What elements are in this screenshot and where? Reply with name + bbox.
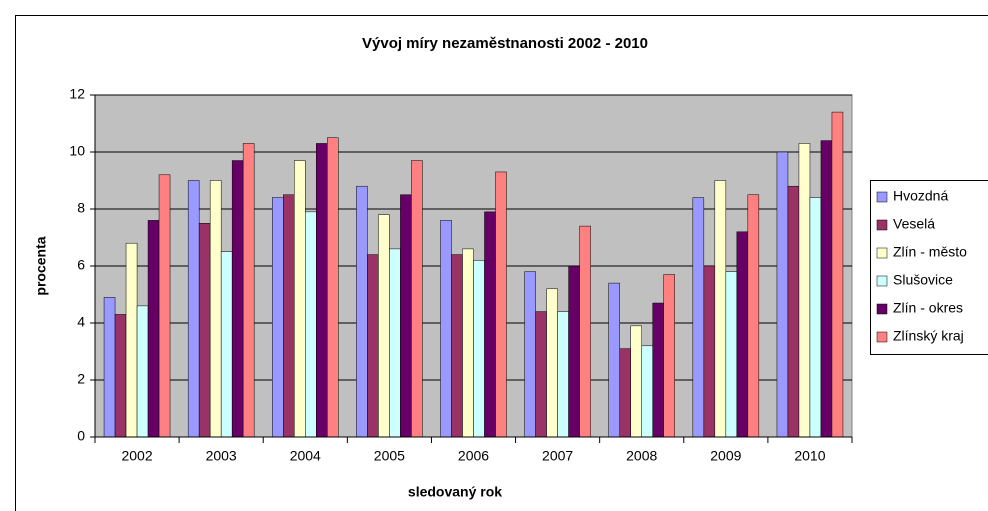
bar	[619, 348, 631, 438]
bar	[125, 242, 138, 438]
x-tick-label: 2002	[121, 448, 152, 464]
bar	[440, 220, 452, 438]
y-tick-label: 6	[77, 257, 85, 273]
bar	[809, 197, 822, 438]
legend-label: Slušovice	[893, 272, 953, 288]
bar	[367, 254, 379, 438]
legend-swatch	[876, 275, 888, 287]
bar	[484, 211, 496, 438]
legend-box	[870, 180, 988, 355]
bar	[198, 223, 211, 438]
bar	[630, 325, 642, 438]
x-tick-label: 2004	[290, 448, 321, 464]
bar	[305, 211, 317, 438]
x-tick-label: 2005	[374, 448, 405, 464]
bar	[103, 297, 116, 438]
x-tick-label: 2009	[710, 448, 741, 464]
bar	[579, 225, 591, 438]
bar	[220, 251, 233, 438]
bar	[608, 282, 620, 438]
bar	[495, 171, 507, 438]
y-tick-label: 2	[77, 371, 85, 387]
bar	[187, 180, 200, 438]
bar	[327, 137, 339, 438]
y-tick-label: 8	[77, 200, 85, 216]
legend-label: Zlínský kraj	[893, 328, 964, 344]
x-tick-label: 2008	[626, 448, 657, 464]
bar	[294, 160, 306, 438]
bar	[473, 260, 485, 438]
bar	[462, 248, 474, 438]
bar	[136, 305, 149, 438]
bar	[703, 265, 716, 438]
bar	[147, 220, 160, 438]
legend-label: Zlín - okres	[893, 300, 963, 316]
legend-label: Veselá	[893, 216, 935, 232]
legend-swatch	[876, 247, 888, 259]
legend-label: Hvozdná	[893, 188, 948, 204]
legend-swatch	[876, 191, 888, 203]
bar	[776, 151, 789, 438]
x-tick-label: 2010	[794, 448, 825, 464]
bar	[400, 194, 412, 438]
legend-label: Zlín - město	[893, 244, 967, 260]
bar	[641, 345, 653, 438]
bar	[831, 111, 844, 438]
x-tick-label: 2007	[542, 448, 573, 464]
bar	[316, 143, 328, 438]
bar	[209, 180, 222, 438]
bar	[535, 311, 547, 438]
bar	[787, 185, 800, 438]
y-tick-label: 12	[69, 86, 85, 102]
bar	[663, 274, 675, 438]
y-tick-label: 4	[77, 314, 85, 330]
bar	[356, 185, 368, 438]
bar	[725, 271, 738, 438]
bar	[283, 194, 295, 438]
bar	[272, 197, 284, 438]
bar	[242, 143, 255, 438]
bar	[798, 143, 811, 438]
bar	[114, 314, 127, 438]
legend-swatch	[876, 303, 888, 315]
x-tick-label: 2003	[206, 448, 237, 464]
bar	[451, 254, 463, 438]
bar	[411, 160, 423, 438]
bar	[568, 265, 580, 438]
chart-title: Vývoj míry nezaměstnanosti 2002 - 2010	[362, 35, 648, 52]
y-tick-label: 10	[69, 143, 85, 159]
legend-swatch	[876, 219, 888, 231]
bar	[747, 194, 760, 438]
bar	[231, 160, 244, 438]
bar	[158, 174, 171, 438]
bar	[389, 248, 401, 438]
bar	[557, 311, 569, 438]
bar	[652, 302, 664, 438]
y-tick-label: 0	[77, 428, 85, 444]
bar	[546, 288, 558, 438]
bar	[524, 271, 536, 438]
x-tick-label: 2006	[458, 448, 489, 464]
bar	[820, 140, 833, 438]
bar	[736, 231, 749, 438]
legend-swatch	[876, 331, 888, 343]
bar	[378, 214, 390, 438]
bar	[714, 180, 727, 438]
x-axis-label: sledovaný rok	[408, 484, 502, 500]
y-axis-label: procenta	[33, 236, 49, 295]
bar	[692, 197, 705, 438]
